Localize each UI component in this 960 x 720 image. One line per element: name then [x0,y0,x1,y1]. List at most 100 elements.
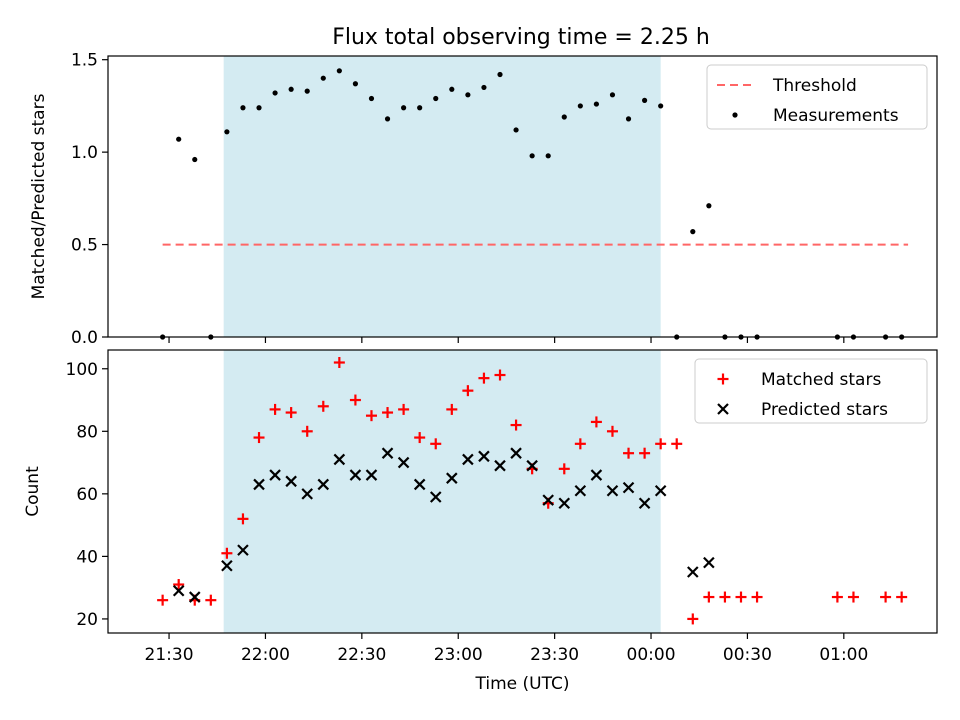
legend-predicted-swatch [717,403,729,415]
matched-star-point [671,438,683,450]
matched-star-point [896,591,908,603]
predicted-star-point [429,491,442,503]
matched-star-point [382,407,394,419]
y-tick-label: 40 [76,547,98,567]
matched-star-point [494,369,506,381]
measurement-point [561,114,567,120]
predicted-star-point [188,591,201,603]
measurement-point [690,229,696,235]
matched-star-point [687,613,699,625]
predicted-star-point [365,469,378,481]
top-panel: 0.0 0.5 1.0 1.5 Matched/Predicted stars Thres… [29,51,938,348]
matched-star-point [301,425,313,437]
predicted-star-point [413,478,426,491]
predicted-star-point [654,484,667,497]
matched-star-point [462,385,474,397]
matched-star-point [430,438,442,450]
legend-label: Matched stars [761,370,881,390]
matched-star-point [205,594,217,606]
legend-label: Predicted stars [761,400,888,420]
matched-star-point [349,394,361,406]
predicted-star-point [221,559,233,572]
predicted-star-point [687,566,699,578]
matched-star-point [253,432,265,444]
predicted-star-point [462,453,474,466]
axes-frame [107,349,938,634]
matched-star-point [703,591,715,603]
measurement-point [304,88,310,94]
predicted-star-point [397,456,410,469]
legend: Matched stars Predicted stars [694,358,928,424]
matched-star-point [285,407,297,419]
predicted-star-point [703,556,715,569]
measurement-point [449,86,455,92]
matched-star-point [173,579,185,591]
measurement-point [288,86,294,92]
predicted-star-point [381,447,394,459]
y-tick-label: 100 [66,360,98,380]
predicted-star-point [494,459,506,472]
measurement-point [417,105,423,111]
y-axis-label: Matched/Predicted stars [29,93,49,299]
bottom-panel: 20 40 60 80 100 21:30 22:00 22:30 23:00 23:30 00:0… [23,349,938,694]
measurement-point [609,92,616,98]
matched-star-point [317,400,329,412]
predicted-star-point [349,469,362,481]
measurement-point [384,116,391,122]
matched-star-point [606,425,618,437]
predicted-star-point [317,478,330,491]
predicted-star-point [510,447,522,459]
legend-box [706,64,928,130]
matched-star-point [333,357,345,369]
legend-label: Measurements [773,106,899,126]
matched-star-point [574,438,586,450]
predicted-star-point [526,459,538,472]
predicted-star-point [622,481,635,494]
y-tick-label: 20 [76,610,98,630]
y-tick-label: 60 [76,485,98,505]
matched-star-point [590,416,602,428]
matched-star-point [655,438,667,450]
matched-star-point [221,547,233,559]
x-tick-label: 00:30 [723,645,772,665]
legend-measurement-swatch [732,112,738,118]
legend: Threshold Measurements [706,64,928,130]
measurement-point [465,92,471,98]
predicted-star-point [590,469,603,481]
matched-star-point [269,403,281,415]
predicted-star-point [638,497,651,510]
predicted-star-point [574,484,587,497]
matched-star-point [157,594,169,606]
y-axis-label: Count [23,466,43,517]
measurement-point [320,75,326,81]
measurement-point [497,71,503,78]
matched-star-point [880,591,892,603]
x-tick-label: 23:00 [434,645,483,665]
predicted-star-point [269,469,281,481]
measurement-point [352,81,359,87]
measurement-point [513,127,519,133]
axes-frame [107,55,938,338]
measurement-point [577,103,583,109]
predicted-star-point [558,497,571,510]
x-tick-label: 21:30 [145,645,194,665]
matched-star-point [237,513,249,525]
measurement-point [240,105,246,111]
x-axis-label: Time (UTC) [475,674,570,694]
matched-star-point [478,372,490,384]
measurement-point [368,95,375,102]
measurement-point [529,153,535,159]
measurement-point [433,95,439,102]
observing-span [223,350,661,633]
measurement-point [593,101,600,107]
measurement-point [642,97,648,103]
measurement-point [224,129,230,135]
matched-star-point [414,432,426,444]
x-tick-label: 01:00 [819,645,868,665]
matched-star-point [365,410,377,422]
y-tick-label: 1.5 [71,51,98,71]
measurement-point [545,153,551,159]
matched-star-point [558,463,570,475]
matched-star-point [510,419,522,431]
